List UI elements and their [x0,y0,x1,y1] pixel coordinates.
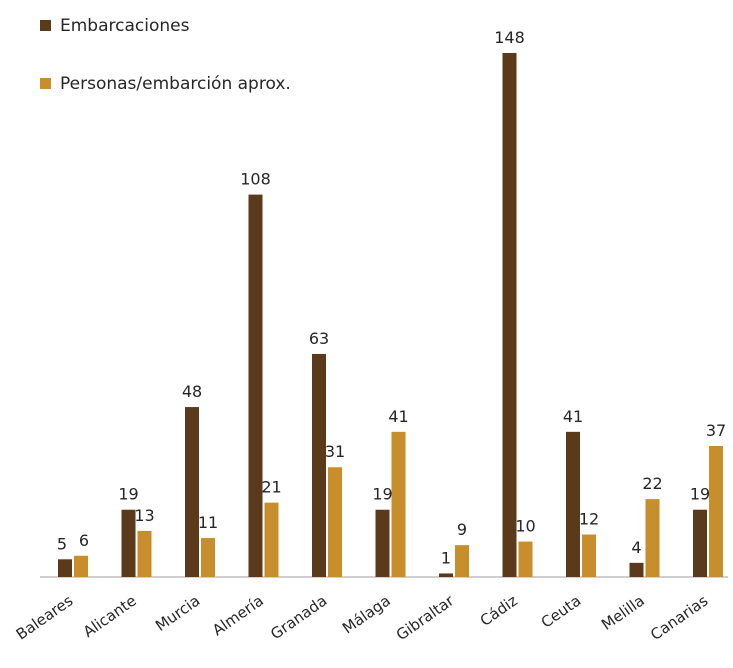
bar-embarcaciones-1 [121,509,136,577]
bar-embarcaciones-6 [439,573,453,577]
data-label-embarcaciones-4: 63 [309,329,329,348]
data-label-embarcaciones-1: 19 [118,485,138,504]
category-label-6: Gibraltar [393,591,458,644]
category-label-9: Melilla [598,592,648,634]
bar-embarcaciones-4 [312,353,326,577]
bar-personas-10 [709,446,723,577]
category-label-2: Murcia [152,592,203,635]
bar-personas-1 [137,530,152,577]
data-label-personas-0: 6 [79,531,89,550]
bar-embarcaciones-10 [693,509,707,577]
bar-embarcaciones-2 [185,407,199,577]
data-label-personas-5: 41 [388,407,408,426]
data-label-personas-2: 11 [198,513,218,532]
data-label-personas-3: 21 [261,478,281,497]
bar-personas-6 [455,545,469,577]
category-label-5: Málaga [339,592,394,638]
bar-embarcaciones-8 [566,431,580,577]
data-label-embarcaciones-8: 41 [563,407,583,426]
bar-personas-3 [264,502,279,577]
data-label-embarcaciones-10: 19 [690,485,710,504]
bar-embarcaciones-3 [248,194,263,577]
data-label-personas-8: 12 [579,510,599,529]
legend-swatch-embarcaciones [40,20,51,31]
data-label-personas-1: 13 [134,506,154,525]
category-label-1: Alicante [80,592,140,642]
data-label-personas-10: 37 [706,421,726,440]
legend: Embarcaciones Personas/embarción aprox. [40,12,300,98]
bar-personas-9 [645,499,660,577]
bar-personas-0 [74,555,88,577]
legend-label-embarcaciones: Embarcaciones [60,16,190,36]
bar-personas-2 [201,538,215,577]
category-label-8: Ceuta [538,592,585,632]
category-label-0: Baleares [13,591,77,643]
category-label-4: Granada [267,592,330,644]
category-labels-group: Baleares Alicante Murcia Almería Granada Mála… [13,591,712,644]
legend-item-embarcaciones: Embarcaciones [40,12,300,40]
data-label-embarcaciones-0: 5 [57,534,67,553]
data-label-embarcaciones-7: 148 [494,28,525,47]
legend-item-personas: Personas/embarción aprox. [40,70,300,98]
data-label-embarcaciones-3: 108 [240,170,271,189]
value-labels-group: 5 6 19 13 48 11 108 21 63 31 19 41 19 148 10 41 12 4 22 19 3… [57,28,726,567]
bar-embarcaciones-5 [375,509,390,577]
data-label-personas-9: 22 [642,474,662,493]
data-label-personas-7: 10 [515,517,535,536]
data-label-embarcaciones-5: 19 [372,485,392,504]
bars-group [58,53,723,577]
bar-embarcaciones-9 [629,562,644,577]
legend-label-personas: Personas/embarción aprox. [60,74,291,94]
data-label-personas-6: 9 [457,520,467,539]
category-label-10: Canarias [647,591,711,644]
data-label-embarcaciones-9: 4 [631,538,641,557]
bar-personas-7 [518,541,533,577]
data-label-personas-4: 31 [325,442,345,461]
bar-personas-8 [582,534,596,577]
category-label-7: Cádiz [477,591,521,629]
bar-personas-5 [391,431,406,577]
bar-embarcaciones-0 [58,559,72,577]
data-label-embarcaciones-2: 48 [182,382,202,401]
category-label-3: Almería [209,592,267,640]
bar-embarcaciones-7 [502,53,517,577]
data-label-embarcaciones-6: 1 [441,548,451,567]
legend-swatch-personas [40,78,51,89]
bar-personas-4 [328,467,342,577]
